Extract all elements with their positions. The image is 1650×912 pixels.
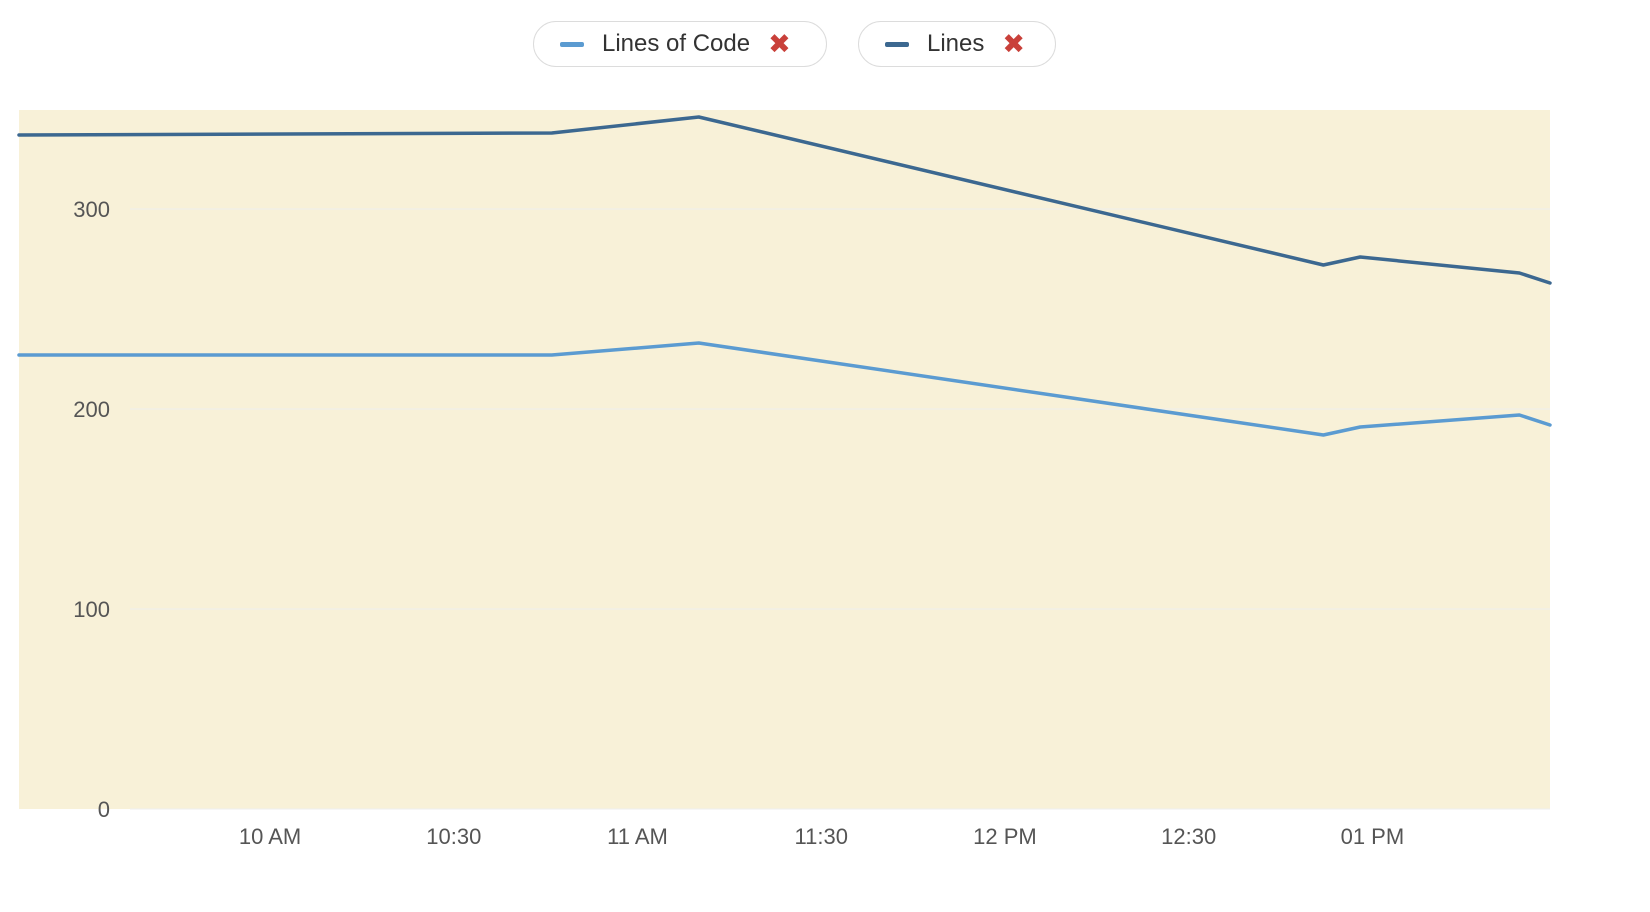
x-tick-label: 01 PM: [1341, 824, 1405, 849]
series-swatch-lines: [885, 41, 909, 47]
line-chart: 0 100 200 300 10 AM 10:30 11 AM 11:30 12 PM 12:30…: [17, 110, 1552, 849]
x-tick-label: 12 PM: [973, 824, 1037, 849]
x-tick-label: 12:30: [1161, 824, 1216, 849]
y-tick-label: 200: [73, 397, 110, 422]
legend-item-lines-of-code[interactable]: Lines of Code ✖: [533, 21, 827, 67]
series-line-lines-of-code: [17, 341, 1552, 437]
close-icon[interactable]: ✖: [768, 28, 791, 59]
legend-item-lines[interactable]: Lines ✖: [858, 21, 1056, 67]
plot-area: [19, 110, 1550, 809]
x-tick-label: 11:30: [795, 824, 848, 849]
x-tick-label: 11 AM: [607, 824, 668, 849]
series-line-lines: [17, 115, 1552, 285]
close-icon[interactable]: ✖: [1002, 28, 1025, 59]
x-tick-label: 10:30: [426, 824, 481, 849]
x-tick-label: 10 AM: [239, 824, 301, 849]
chart-legend: Lines of Code ✖ Lines ✖: [0, 21, 1650, 69]
legend-label-lines: Lines: [927, 30, 985, 57]
y-tick-label: 0: [98, 797, 110, 822]
y-tick-label: 300: [73, 197, 110, 222]
legend-label-lines-of-code: Lines of Code: [602, 30, 751, 57]
y-tick-label: 100: [73, 597, 110, 622]
series-swatch-lines-of-code: [560, 41, 584, 47]
